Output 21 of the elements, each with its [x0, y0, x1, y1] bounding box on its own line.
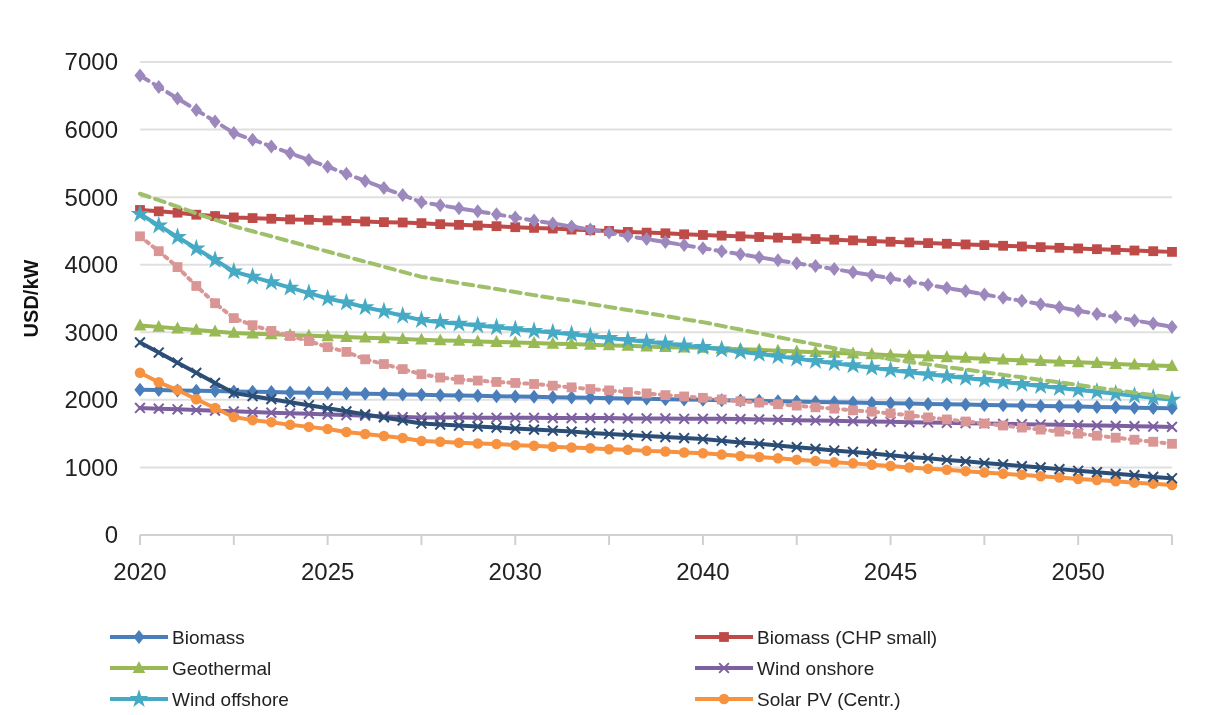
legend-label: Wind onshore	[757, 657, 875, 679]
y-tick-label: 7000	[64, 48, 118, 76]
x-tick-label: 2040	[676, 558, 730, 585]
y-tick-label: 6000	[64, 115, 118, 143]
y-tick-label: 0	[104, 521, 118, 549]
y-axis-title: USD/kW	[20, 259, 42, 338]
legend-label: Solar PV (Centr.)	[757, 688, 901, 710]
y-tick-label: 4000	[64, 251, 118, 279]
legend-label: Biomass (CHP small)	[757, 626, 938, 648]
y-tick-label: 3000	[64, 318, 118, 346]
y-tick-label: 1000	[64, 453, 118, 481]
y-tick-label: 2000	[64, 386, 118, 414]
x-tick-label: 2045	[863, 558, 918, 585]
legend-label: Wind offshore	[172, 688, 289, 710]
x-tick-label: 2025	[300, 558, 355, 585]
x-tick-label: 2030	[488, 558, 542, 585]
x-tick-label: 2020	[113, 558, 167, 585]
y-tick-label: 5000	[64, 183, 118, 211]
legend-label: Biomass	[172, 626, 245, 648]
legend-label: Geothermal	[172, 657, 272, 679]
x-tick-label: 2050	[1051, 558, 1105, 585]
